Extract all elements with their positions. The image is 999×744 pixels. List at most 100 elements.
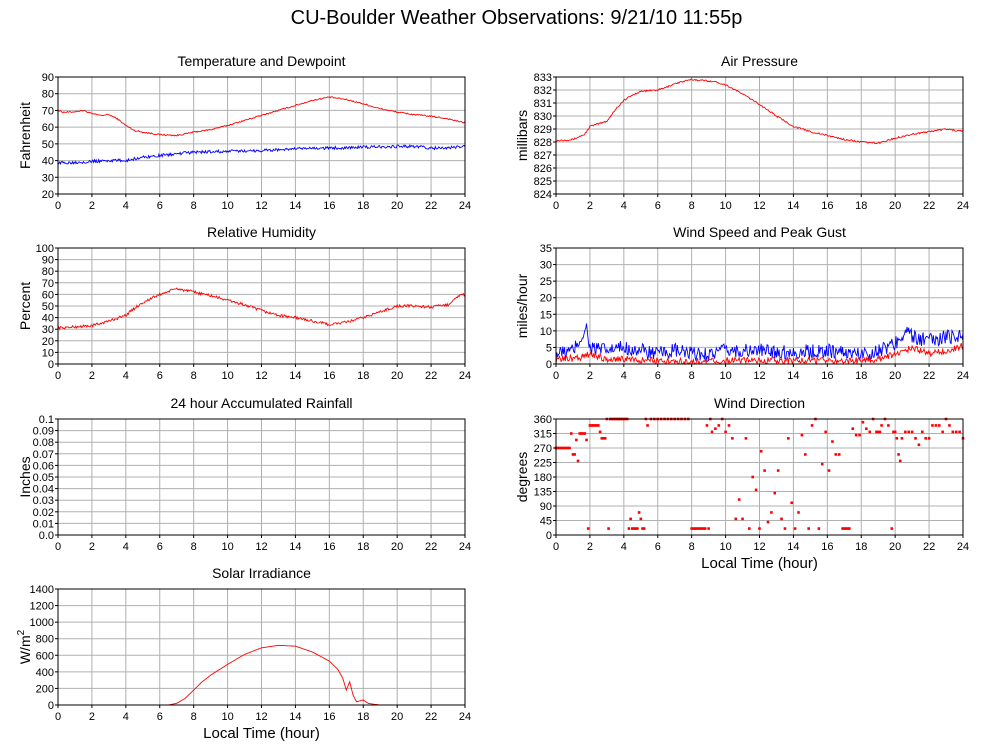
chart-direction-point: [636, 527, 639, 530]
chart-solar-xtick-label: 20: [391, 711, 403, 723]
chart-direction-point: [573, 453, 576, 456]
chart-temp-xtick-label: 18: [357, 200, 369, 212]
chart-direction-xtick-label: 8: [689, 541, 695, 553]
chart-solar-ytick-label: 400: [36, 667, 54, 679]
chart-direction-point: [758, 527, 761, 530]
chart-direction-point: [597, 424, 600, 427]
chart-humidity-xtick-label: 14: [289, 370, 301, 382]
chart-direction-point: [734, 517, 738, 521]
chart-temp-ytick-label: 70: [42, 105, 54, 117]
chart-direction-point: [846, 527, 849, 530]
chart-direction-point: [787, 437, 790, 440]
chart-humidity-xtick-label: 10: [221, 370, 233, 382]
chart-pressure-xtick-label: 16: [821, 200, 833, 212]
chart-direction-point: [893, 430, 897, 434]
chart-humidity-ylabel: Percent: [17, 282, 33, 330]
chart-solar-xtick-label: 18: [357, 711, 369, 723]
chart-direction-point: [803, 453, 807, 456]
chart-direction-point: [698, 527, 702, 530]
chart-direction-point: [561, 446, 565, 450]
chart-humidity-ytick-label: 60: [42, 289, 54, 301]
chart-wind-ytick-label: 35: [540, 243, 552, 255]
chart-rain-xtick-label: 2: [89, 541, 95, 553]
chart-solar-xlabel: Local Time (hour): [203, 725, 320, 742]
chart-direction-point: [631, 527, 634, 530]
chart-temp-ytick-label: 20: [42, 189, 54, 201]
chart-direction-point: [693, 527, 697, 530]
chart-direction-point: [697, 527, 700, 530]
chart-rain-ytick-label: 0.08: [33, 437, 54, 449]
chart-direction-point: [754, 488, 758, 492]
chart-direction-point: [576, 459, 580, 463]
chart-direction-point: [827, 469, 831, 472]
chart-pressure-ytick-label: 825: [534, 176, 552, 188]
chart-direction-point: [751, 475, 755, 479]
chart-direction-ytick-label: 270: [534, 443, 552, 455]
chart-humidity-xtick-label: 0: [55, 370, 61, 382]
chart-temp-xtick-label: 24: [459, 200, 471, 212]
chart-solar-xtick-label: 12: [255, 711, 267, 723]
chart-wind-ytick-label: 25: [540, 276, 552, 288]
chart-direction-point: [566, 446, 570, 450]
chart-direction-xtick-label: 10: [719, 541, 731, 553]
chart-solar-ytick-label: 1400: [30, 584, 54, 596]
chart-direction-point: [895, 437, 899, 440]
chart-direction-point: [900, 437, 904, 440]
chart-direction-point: [841, 527, 844, 530]
chart-direction-point: [759, 449, 763, 453]
chart-direction-ytick-label: 90: [540, 501, 552, 513]
chart-wind-xtick-label: 20: [889, 370, 901, 382]
chart-pressure-ytick-label: 829: [534, 124, 552, 136]
chart-humidity-ytick-label: 80: [42, 266, 54, 278]
chart-rain-ytick-label: 0.06: [33, 460, 54, 472]
chart-wind-ytick-label: 15: [540, 309, 552, 321]
chart-temp-xtick-label: 0: [55, 200, 61, 212]
chart-direction-point: [797, 511, 800, 514]
chart-direction-point: [793, 527, 797, 530]
chart-solar-xtick-label: 4: [123, 711, 129, 723]
chart-humidity-xtick-label: 20: [391, 370, 403, 382]
chart-direction-point: [927, 437, 931, 440]
chart-direction-xtick-label: 20: [889, 541, 901, 553]
chart-direction-point: [880, 424, 883, 427]
chart-rain-xtick-label: 14: [289, 541, 301, 553]
chart-solar-ytick-label: 800: [36, 634, 54, 646]
chart-humidity-series-line: [57, 287, 466, 331]
chart-wind-series-line: [555, 323, 964, 362]
chart-pressure-xtick-label: 6: [655, 200, 661, 212]
chart-direction-ylabel: degrees: [514, 452, 530, 503]
chart-humidity-ytick-label: 30: [42, 324, 54, 336]
chart-temp-xtick-label: 2: [89, 200, 95, 212]
chart-temp-series-line: [57, 96, 466, 137]
chart-direction-point: [776, 469, 780, 472]
chart-direction-point: [707, 527, 710, 530]
chart-rain-ytick-label: 0.05: [33, 472, 54, 484]
chart-direction-point: [700, 527, 704, 530]
chart-wind-xtick-label: 2: [587, 370, 593, 382]
chart-direction-point: [607, 527, 610, 530]
chart-direction-point: [717, 424, 721, 427]
chart-wind-xtick-label: 14: [787, 370, 799, 382]
chart-direction-point: [820, 462, 824, 466]
chart-direction-point: [865, 427, 868, 430]
chart-solar-xtick-label: 0: [55, 711, 61, 723]
chart-solar-ylabel-superscript: 2: [16, 629, 27, 635]
chart-temp-series-line: [57, 143, 466, 166]
chart-direction-point: [714, 427, 717, 430]
chart-wind-xtick-label: 4: [621, 370, 627, 382]
chart-direction-point: [568, 446, 571, 450]
chart-direction-point: [592, 424, 595, 427]
chart-pressure-xtick-label: 4: [621, 200, 627, 212]
chart-humidity-xtick-label: 12: [255, 370, 267, 382]
chart-rain-xtick-label: 24: [459, 541, 471, 553]
chart-direction-point: [598, 430, 602, 434]
chart-direction-point: [575, 438, 578, 442]
chart-pressure-xtick-label: 12: [753, 200, 765, 212]
chart-rain-xtick-label: 4: [123, 541, 129, 553]
chart-rain-ytick-label: 0.1: [39, 414, 54, 426]
chart-direction-point: [593, 424, 597, 427]
chart-direction-point: [954, 430, 958, 434]
chart-direction-point: [937, 424, 941, 427]
chart-direction-point: [876, 430, 880, 434]
chart-direction-point: [844, 527, 848, 530]
